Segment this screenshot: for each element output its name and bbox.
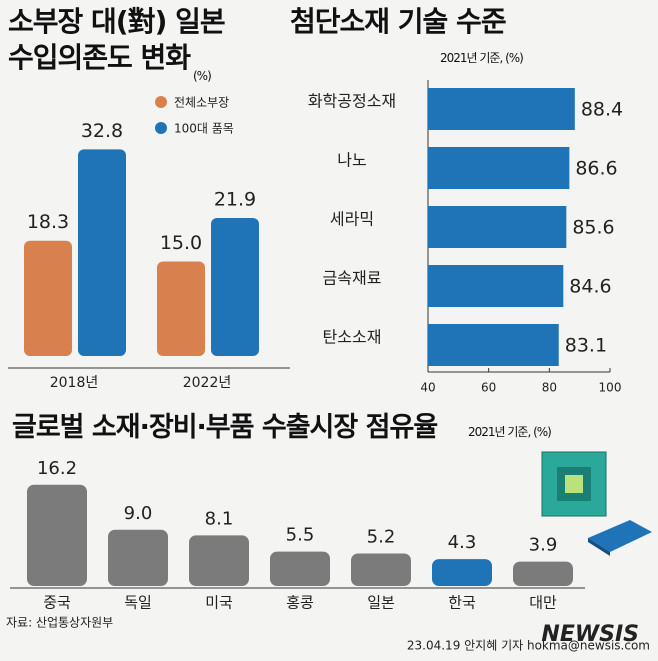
x-tick-label: 대만 [529,594,557,612]
category-label: 나노 [337,151,366,170]
bar [108,529,168,586]
bar [428,324,559,366]
x-tick-label: 중국 [43,594,71,612]
x-tick-label: 독일 [124,594,152,612]
bar [78,149,126,356]
value-label: 3.9 [529,535,558,556]
value-label: 5.5 [286,525,315,546]
value-label: 85.6 [572,217,614,239]
value-label: 83.1 [565,335,607,357]
category-label: 세라믹 [330,210,374,229]
x-tick-label: 80 [542,381,557,395]
x-tick-label: 일본 [367,594,395,612]
value-label: 32.8 [81,120,123,142]
x-tick-label: 2022년 [183,375,232,391]
subtitle: 2021년 기준, (%) [440,51,524,65]
source: 자료: 산업통상자원부 [6,616,113,630]
category-label: 금속재료 [323,269,382,288]
bar [428,265,564,307]
x-tick-label: 2018년 [50,375,99,391]
value-label: 16.2 [37,458,77,479]
subtitle: 2021년 기준, (%) [468,425,552,439]
x-tick-label: 한국 [448,594,476,612]
bar [428,206,567,248]
value-label: 15.0 [160,232,202,254]
legend-label: 전체소부장 [174,96,229,110]
x-tick-label: 100 [599,381,622,395]
chart-title: 소부장 대(對) 일본 수입의존도 변화 [8,5,226,74]
value-label: 86.6 [575,158,617,180]
credit: 23.04.19 안지혜 기자 hokma@newsis.com [407,639,650,653]
value-label: 84.6 [569,276,611,298]
bar [270,551,330,586]
x-tick-label: 40 [420,381,435,395]
bar [428,88,575,130]
legend-swatch [155,96,167,108]
value-label: 5.2 [367,527,396,548]
chart-title: 글로벌 소재·장비·부품 수출시장 점유율 [12,412,438,443]
chart-title: 첨단소재 기술 수준 [290,5,507,38]
value-label: 9.0 [124,503,153,524]
bar [211,218,259,356]
value-label: 21.9 [214,189,256,211]
value-label: 4.3 [448,532,477,553]
unit: (%) [193,69,212,83]
value-label: 18.3 [27,211,69,233]
logo: NEWSIS [541,622,639,647]
category-label: 탄소소재 [323,328,382,347]
bar [24,240,72,356]
legend-label: 100대 품목 [174,122,234,136]
x-tick-label: 홍콩 [286,594,314,612]
x-tick-label: 미국 [205,594,233,612]
bar [432,559,492,586]
bar [351,553,411,586]
bar [513,561,573,586]
value-label: 88.4 [581,99,623,121]
x-tick-label: 60 [481,381,496,395]
category-label: 화학공정소재 [308,92,396,111]
value-label: 8.1 [205,508,234,529]
bar [189,535,249,586]
bar [428,147,570,189]
bar [157,261,205,356]
chip-illustration [541,451,652,556]
legend-swatch [155,122,167,134]
bar [27,484,87,586]
